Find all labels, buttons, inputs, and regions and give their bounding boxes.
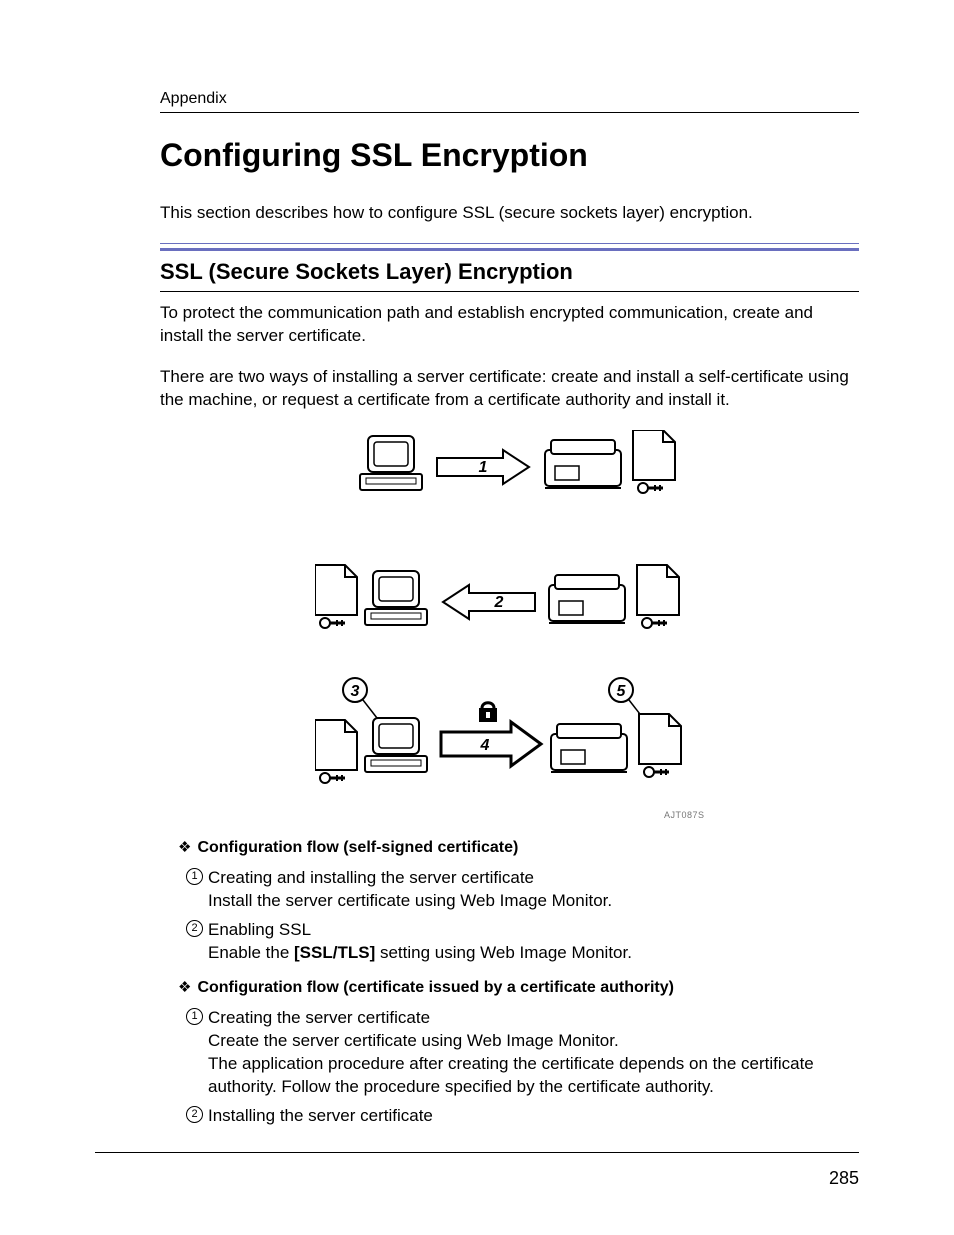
callout-3: 3 [343,678,377,718]
list-item: 2 Enabling SSL Enable the [SSL/TLS] sett… [186,919,859,965]
certificate-icon [637,565,679,628]
printer-icon [551,724,627,772]
flow-ca-heading: ❖Configuration flow (certificate issued … [178,978,859,997]
arrow-label-2: 2 [493,594,503,611]
certificate-icon [639,714,681,777]
item-line2: Create the server certificate using Web … [208,1031,619,1050]
certificate-icon [633,430,675,493]
circled-number-icon: 2 [186,920,203,937]
list-item: 2 Installing the server certificate [186,1105,859,1128]
paragraph-2: There are two ways of installing a serve… [160,366,859,412]
item-line2: Install the server certificate using Web… [208,891,612,910]
section-heading: SSL (Secure Sockets Layer) Encryption [160,259,859,285]
arrow-right-icon: 1 [437,450,529,484]
certificate-icon [315,720,357,783]
callout-label-3: 3 [350,683,359,700]
footer-rule [95,1152,859,1153]
item-line1: Installing the server certificate [208,1106,433,1125]
printer-icon [549,575,625,623]
computer-icon [365,571,427,625]
page: Appendix Configuring SSL Encryption This… [0,0,954,1235]
certificate-icon [315,565,357,628]
page-title: Configuring SSL Encryption [160,137,859,174]
flow-self-heading: ❖Configuration flow (self-signed certifi… [178,838,859,857]
callout-label-5: 5 [616,683,626,700]
diamond-bullet-icon: ❖ [178,839,191,856]
flow-ca-list: 1 Creating the server certificate Create… [160,1007,859,1128]
diagram-caption: AJT087S [315,810,705,820]
item-line2-pre: Enable the [208,943,294,962]
computer-icon [360,436,422,490]
circled-number-icon: 1 [186,1008,203,1025]
diamond-bullet-icon: ❖ [178,979,191,996]
section-underline [160,291,859,292]
item-line2-bold: [SSL/TLS] [294,943,375,962]
section-double-rule [160,243,859,251]
item-line1: Creating the server certificate [208,1008,430,1027]
computer-icon [365,718,427,772]
header-section-label: Appendix [160,90,859,108]
callout-5: 5 [609,678,643,718]
ssl-flow-diagram: 1 [315,430,705,800]
arrow-label-1: 1 [478,459,487,476]
item-line1: Creating and installing the server certi… [208,868,534,887]
flow-self-list: 1 Creating and installing the server cer… [160,867,859,965]
printer-icon [545,440,621,488]
arrow-left-icon: 2 [443,585,535,619]
intro-paragraph: This section describes how to configure … [160,202,859,225]
arrow-label-4: 4 [479,737,489,754]
list-item: 1 Creating the server certificate Create… [186,1007,859,1099]
lock-arrow-icon: 4 [441,702,541,765]
list-item: 1 Creating and installing the server cer… [186,867,859,913]
page-number: 285 [829,1168,859,1189]
lock-icon [479,702,497,721]
circled-number-icon: 2 [186,1106,203,1123]
item-line3: The application procedure after creating… [208,1054,814,1096]
paragraph-1: To protect the communication path and es… [160,302,859,348]
item-line2-post: setting using Web Image Monitor. [375,943,632,962]
item-line1: Enabling SSL [208,920,311,939]
circled-number-icon: 1 [186,868,203,885]
header-rule [160,112,859,113]
